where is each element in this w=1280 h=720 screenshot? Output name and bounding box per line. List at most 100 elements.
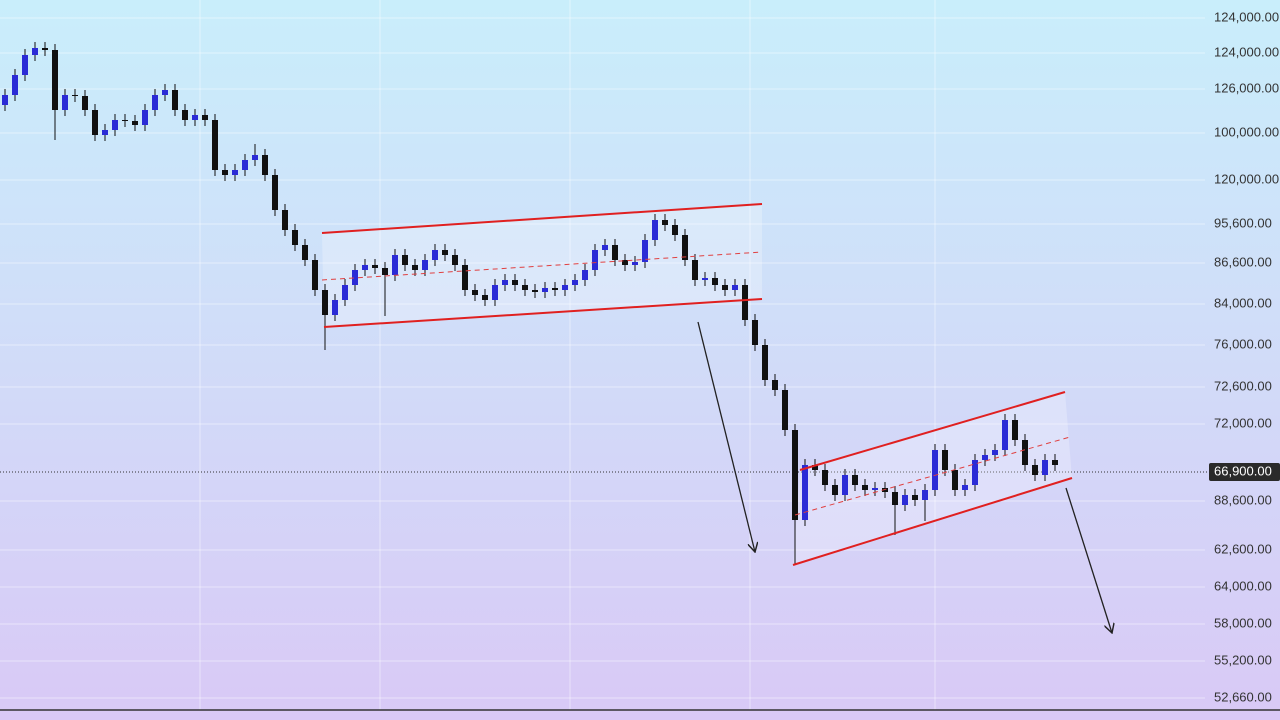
candle-body (402, 255, 408, 265)
candle-body (732, 285, 738, 290)
candle-body (912, 495, 918, 500)
y-tick-label: 95,600.00 (1214, 215, 1272, 230)
candle-body (272, 175, 278, 210)
candle-body (462, 265, 468, 290)
y-tick-label: 72,600.00 (1214, 378, 1272, 393)
candle-body (262, 155, 268, 175)
candle-body (532, 290, 538, 292)
candle-body (782, 390, 788, 430)
candle-body (1042, 460, 1048, 475)
candle-body (682, 235, 688, 260)
candle-body (922, 490, 928, 500)
candle-body (32, 48, 38, 55)
candle-body (342, 285, 348, 300)
channel-midlines (321, 251, 1071, 516)
candle-body (942, 450, 948, 470)
current-price-label: 66,900.00 (1214, 463, 1272, 478)
y-tick-label: 72,000.00 (1214, 415, 1272, 430)
y-tick-label: 52,660.00 (1214, 689, 1272, 704)
candle-body (212, 120, 218, 170)
candle-body (92, 110, 98, 135)
channel-lines (321, 203, 1073, 566)
y-tick-label: 84,000.00 (1214, 295, 1272, 310)
candle-body (612, 245, 618, 260)
y-tick-label: 120,000.00 (1214, 171, 1279, 186)
candle-body (902, 495, 908, 505)
candle-body (72, 95, 78, 96)
candle-body (962, 485, 968, 490)
candle-body (832, 485, 838, 495)
candle-body (702, 278, 708, 280)
candle-body (622, 260, 628, 265)
candle-body (192, 115, 198, 120)
candle-body (752, 320, 758, 345)
candle-body (372, 265, 378, 268)
candle-body (642, 240, 648, 262)
vertical-grid (199, 0, 936, 710)
candle-body (382, 268, 388, 275)
candle-body (12, 75, 18, 95)
candle-body (1022, 440, 1028, 465)
y-tick-label: 64,000.00 (1214, 578, 1272, 593)
candle-body (632, 262, 638, 265)
arrows (697, 321, 1112, 633)
candle-body (182, 110, 188, 120)
candle-body (522, 285, 528, 290)
candles (2, 42, 1058, 565)
candle-body (1002, 420, 1008, 450)
candle-body (222, 170, 228, 175)
candle-body (122, 120, 128, 121)
candle-body (952, 470, 958, 490)
candle-body (892, 492, 898, 505)
candle-body (162, 90, 168, 95)
candle-body (112, 120, 118, 130)
candle-body (482, 295, 488, 300)
candle-body (292, 230, 298, 245)
grid (0, 17, 1210, 699)
y-tick-label: 86,600.00 (1214, 254, 1272, 269)
candle-body (932, 450, 938, 490)
candle-body (652, 220, 658, 240)
candle-body (492, 285, 498, 300)
current-price-tag (1209, 463, 1280, 481)
candle-body (232, 170, 238, 175)
candle-body (452, 255, 458, 265)
y-tick-label: 124,000.00 (1214, 9, 1279, 24)
candle-body (62, 95, 68, 110)
candle-body (82, 96, 88, 110)
candle-body (712, 278, 718, 285)
candle-body (282, 210, 288, 230)
y-tick-label: 100,000.00 (1214, 124, 1279, 139)
candle-body (1012, 420, 1018, 440)
candle-body (982, 455, 988, 460)
candle-body (472, 290, 478, 295)
candle-body (412, 265, 418, 270)
candle-body (332, 300, 338, 315)
candle-body (42, 48, 48, 50)
candle-body (542, 288, 548, 292)
candle-body (322, 290, 328, 315)
candle-body (992, 450, 998, 455)
y-tick-label: 55,200.00 (1214, 652, 1272, 667)
candle-body (872, 488, 878, 490)
candle-body (152, 95, 158, 110)
candle-body (352, 270, 358, 285)
candle-body (422, 260, 428, 270)
candle-body (822, 470, 828, 485)
y-tick-label: 88,600.00 (1214, 492, 1272, 507)
y-tick-label: 58,000.00 (1214, 615, 1272, 630)
candle-body (512, 280, 518, 285)
candle-body (842, 475, 848, 495)
candle-body (172, 90, 178, 110)
candle-body (972, 460, 978, 485)
candle-body (672, 225, 678, 235)
candle-body (242, 160, 248, 170)
candle-body (882, 488, 888, 492)
candle-body (582, 270, 588, 280)
candle-body (502, 280, 508, 285)
candle-body (572, 280, 578, 285)
candle-body (252, 155, 258, 160)
candle-body (742, 285, 748, 320)
